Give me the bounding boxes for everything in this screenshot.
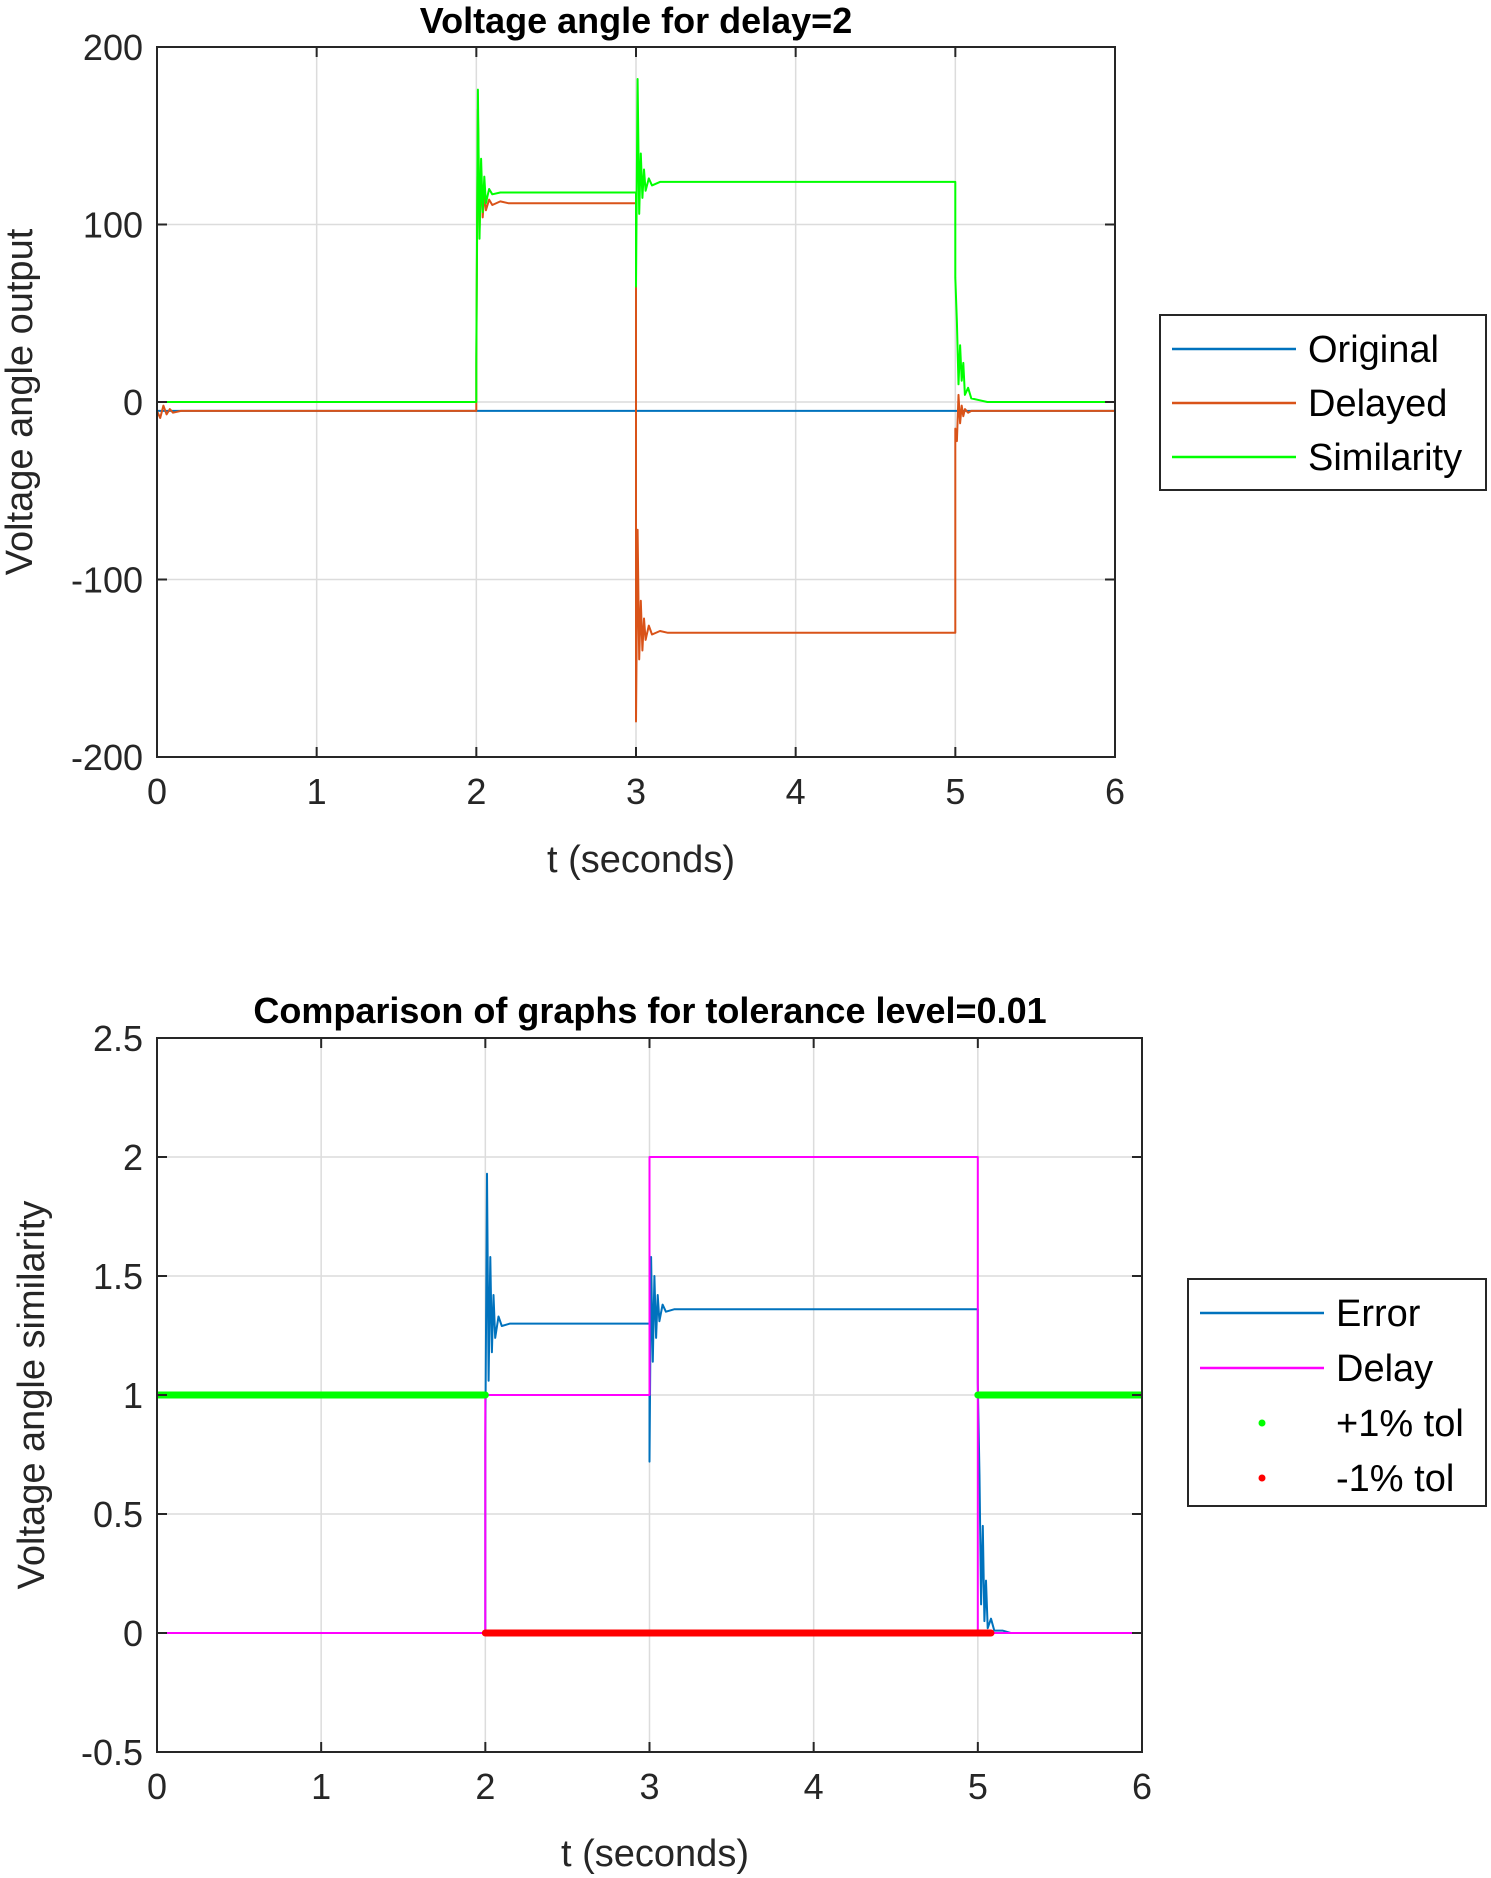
x-tick-label: 6 [1105, 771, 1125, 812]
y-tick-label: -0.5 [81, 1732, 143, 1773]
legend-bottom: Error Delay +1% tol -1% tol [1187, 1278, 1487, 1507]
chart-top: 0 1 2 3 4 5 6 -200 -100 0 100 200 Voltage angle for… [0, 0, 1487, 881]
legend-label-minus-tol: -1% tol [1336, 1458, 1454, 1500]
y-tick-label: 2 [123, 1137, 143, 1178]
chart-title-bottom: Comparison of graphs for tolerance level… [253, 990, 1046, 1031]
x-tick-label: 2 [466, 771, 486, 812]
y-tick-label: 0.5 [93, 1494, 143, 1535]
x-tick-label: 6 [1132, 1766, 1152, 1807]
y-tick-label: -100 [71, 560, 143, 601]
series-error-line [157, 1172, 1142, 1634]
x-tick-label: 0 [147, 1766, 167, 1807]
legend-label-plus-tol: +1% tol [1336, 1403, 1464, 1445]
y-tick-label: 200 [83, 27, 143, 68]
legend-top: Original Delayed Similarity [1159, 314, 1487, 491]
legend-marker-plus-tol [1258, 1419, 1266, 1427]
legend-label-delay: Delay [1336, 1348, 1433, 1390]
y-tick-label: 0 [123, 1613, 143, 1654]
series-delay-line [157, 1156, 1142, 1634]
legend-label-error: Error [1336, 1293, 1421, 1335]
chart-title-top: Voltage angle for delay=2 [420, 0, 852, 41]
x-tick-label: 5 [945, 771, 965, 812]
x-tick-label: 2 [475, 1766, 495, 1807]
x-tick-label: 5 [968, 1766, 988, 1807]
x-tick-label: 3 [626, 771, 646, 812]
x-tick-label: 4 [804, 1766, 824, 1807]
y-tick-label: 0 [123, 382, 143, 423]
x-axis-label-bottom: t (seconds) [561, 1833, 749, 1875]
series-group-top [157, 78, 1115, 723]
x-tick-label: 0 [147, 771, 167, 812]
x-tick-label: 1 [311, 1766, 331, 1807]
series-delayed-line [157, 108, 1115, 723]
y-tick-label: 1 [123, 1375, 143, 1416]
legend-label-original: Original [1308, 329, 1439, 371]
x-tick-label: 4 [786, 771, 806, 812]
x-tick-label: 3 [639, 1766, 659, 1807]
y-tick-label: 1.5 [93, 1256, 143, 1297]
legend-box-bottom [1187, 1278, 1487, 1507]
y-tick-label: -200 [71, 737, 143, 778]
ticks-top: 0 1 2 3 4 5 6 -200 -100 0 100 200 [71, 27, 1125, 812]
y-axis-label-bottom: Voltage angle similarity [11, 1201, 53, 1590]
legend-marker-minus-tol [1258, 1474, 1266, 1482]
legend-label-similarity: Similarity [1308, 437, 1462, 479]
ticks-bottom: 0 1 2 3 4 5 6-0.500.511.522.5 [81, 1018, 1152, 1807]
legend-label-delayed: Delayed [1308, 383, 1447, 425]
y-tick-label: 2.5 [93, 1018, 143, 1059]
x-axis-label-top: t (seconds) [547, 839, 735, 881]
series-group-bottom [157, 1156, 1142, 1637]
series-similarity-line [157, 78, 1115, 403]
y-tick-label: 100 [83, 205, 143, 246]
y-axis-label-top: Voltage angle output [0, 228, 41, 575]
chart-bottom: 0 1 2 3 4 5 6-0.500.511.522.5 Comparison of gr… [11, 990, 1487, 1875]
x-tick-label: 1 [307, 771, 327, 812]
